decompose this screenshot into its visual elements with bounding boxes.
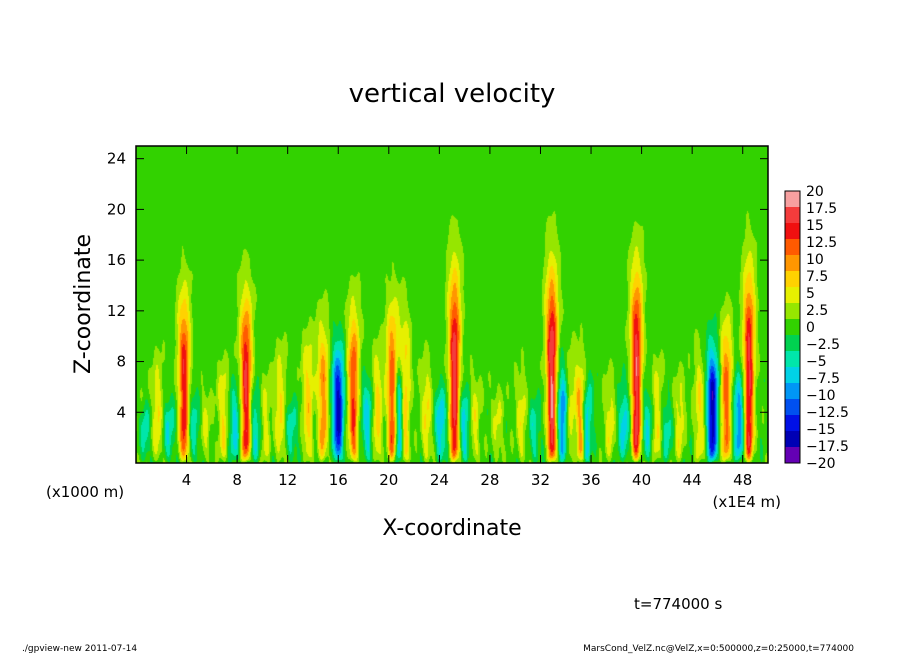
x-tick-label: 12 xyxy=(278,471,297,489)
colorbar-swatch xyxy=(785,399,800,416)
y-unit-label: (x1000 m) xyxy=(46,483,124,501)
colorbar-swatch xyxy=(785,447,800,464)
x-axis: 4 8 12 16 20 24 28 32 36 40 44 48 xyxy=(182,146,752,489)
colorbar-label: −20 xyxy=(806,456,836,472)
x-unit-label: (x1E4 m) xyxy=(712,493,781,511)
x-axis-label: X-coordinate xyxy=(382,516,521,541)
colorbar-swatch xyxy=(785,335,800,352)
colorbar-swatch xyxy=(785,271,800,288)
colorbar-label: 0 xyxy=(806,320,815,336)
colorbar-swatch xyxy=(785,303,800,320)
chart-title: vertical velocity xyxy=(349,79,556,109)
colorbar-swatch xyxy=(785,287,800,304)
colorbar-label: 2.5 xyxy=(806,303,828,319)
colorbar-frame xyxy=(784,190,801,464)
colorbar-swatch xyxy=(785,431,800,448)
time-label: t=774000 s xyxy=(634,595,722,613)
y-tick-label: 8 xyxy=(116,353,126,371)
colorbar-swatch xyxy=(785,383,800,400)
colorbar-label: 17.5 xyxy=(806,201,837,217)
plot-frame xyxy=(135,145,769,464)
x-tick-label: 4 xyxy=(182,471,192,489)
colorbar: 2017.51512.5107.552.50−2.5−5−7.5−10−12.5… xyxy=(784,184,849,472)
colorbar-swatch xyxy=(785,223,800,240)
colorbar-swatch xyxy=(785,207,800,224)
colorbar-label: −17.5 xyxy=(806,439,849,455)
footer-left: ./gpview-new 2011-07-14 xyxy=(22,644,137,654)
colorbar-swatch xyxy=(785,367,800,384)
y-tick-label: 12 xyxy=(107,302,126,320)
x-tick-label: 24 xyxy=(430,471,449,489)
colorbar-label: 5 xyxy=(806,286,815,302)
colorbar-swatch xyxy=(785,191,800,208)
y-tick-label: 4 xyxy=(116,403,126,421)
colorbar-label: −15 xyxy=(806,422,836,438)
colorbar-swatch xyxy=(785,351,800,368)
x-tick-label: 8 xyxy=(232,471,242,489)
colorbar-swatch xyxy=(785,319,800,336)
y-axis-label: Z-coordinate xyxy=(71,234,96,374)
y-tick-label: 16 xyxy=(107,251,126,269)
colorbar-label: −5 xyxy=(806,354,827,370)
x-tick-label: 32 xyxy=(531,471,550,489)
colorbar-label: 10 xyxy=(806,252,824,268)
x-tick-label: 16 xyxy=(329,471,348,489)
x-tick-label: 40 xyxy=(632,471,651,489)
x-tick-label: 28 xyxy=(480,471,499,489)
x-tick-label: 20 xyxy=(379,471,398,489)
plot-area xyxy=(135,145,769,464)
colorbar-label: −10 xyxy=(806,388,836,404)
colorbar-label: −7.5 xyxy=(806,371,840,387)
y-axis: 4 8 12 16 20 24 xyxy=(107,150,768,421)
colorbar-label: −12.5 xyxy=(806,405,849,421)
y-tick-label: 24 xyxy=(107,150,126,168)
colorbar-swatch xyxy=(785,415,800,432)
colorbar-label: 20 xyxy=(806,184,824,200)
colorbar-label: 7.5 xyxy=(806,269,828,285)
y-tick-label: 20 xyxy=(107,200,126,218)
heatmap-field xyxy=(136,146,768,463)
x-tick-label: 44 xyxy=(683,471,702,489)
x-tick-label: 48 xyxy=(733,471,752,489)
colorbar-swatch xyxy=(785,239,800,256)
colorbar-label: 15 xyxy=(806,218,824,234)
footer-right: MarsCond_VelZ.nc@VelZ,x=0:500000,z=0:250… xyxy=(583,644,854,654)
colorbar-swatch xyxy=(785,255,800,272)
colorbar-label: −2.5 xyxy=(806,337,840,353)
x-tick-label: 36 xyxy=(581,471,600,489)
colorbar-label: 12.5 xyxy=(806,235,837,251)
